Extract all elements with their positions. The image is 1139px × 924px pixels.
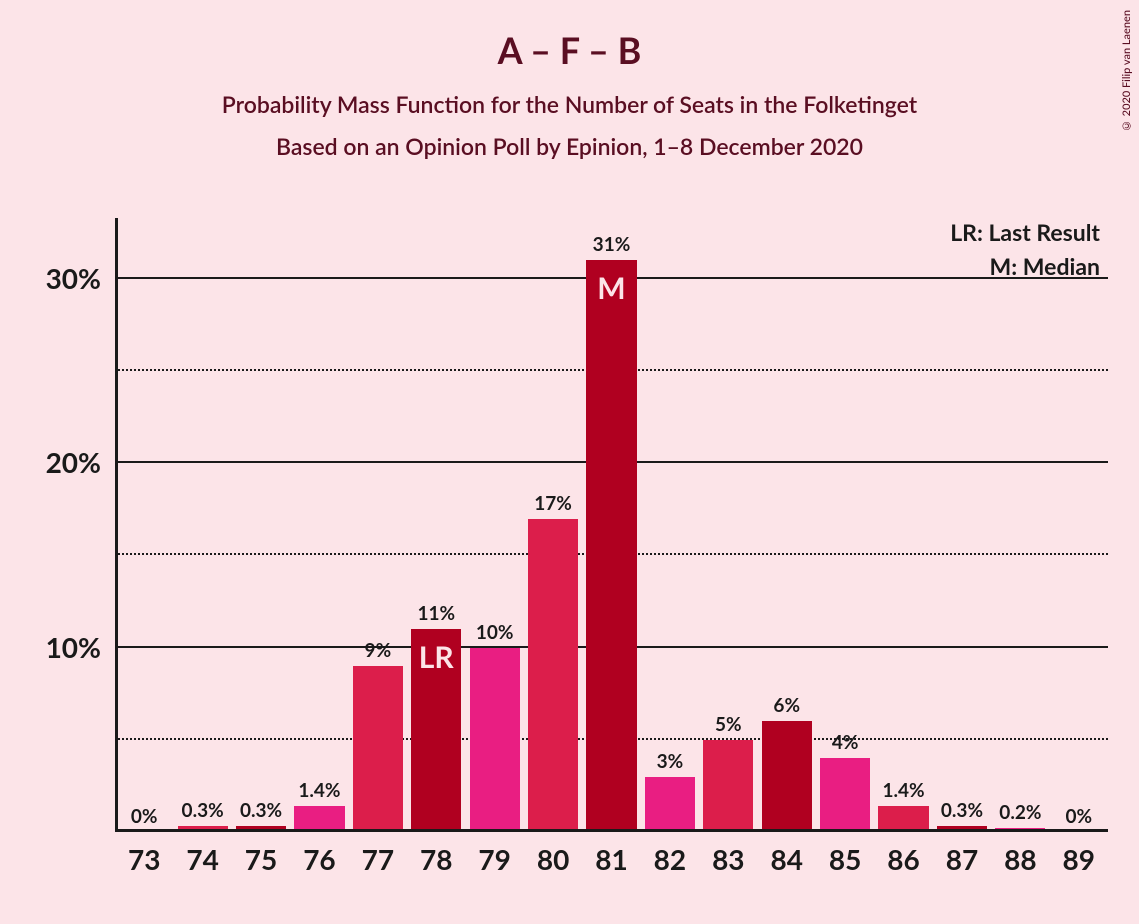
bar: 4%	[820, 758, 870, 832]
bar-value-label: 4%	[820, 731, 870, 754]
y-axis-label: 30%	[11, 261, 101, 295]
bar-marker-label: M	[586, 270, 636, 306]
x-axis-label: 79	[478, 842, 510, 876]
x-axis-label: 89	[1063, 842, 1095, 876]
bar-value-label: 6%	[762, 694, 812, 717]
x-axis-label: 81	[595, 842, 627, 876]
x-axis-label: 77	[362, 842, 394, 876]
bar-value-label: 0.3%	[236, 799, 286, 822]
bar: 5%	[703, 740, 753, 832]
bar-value-label: 0.3%	[178, 799, 228, 822]
bar: 3%	[645, 777, 695, 832]
x-axis-label: 73	[128, 842, 160, 876]
x-axis-label: 76	[303, 842, 335, 876]
bar-value-label: 1.4%	[878, 779, 928, 802]
bar: 11%LR	[411, 629, 461, 832]
x-axis-label: 78	[420, 842, 452, 876]
x-axis-label: 85	[829, 842, 861, 876]
x-axis	[115, 829, 1108, 832]
x-axis-label: 87	[946, 842, 978, 876]
chart-plot-area: 0%0.3%0.3%1.4%9%11%LR10%17%31%M3%5%6%4%1…	[115, 218, 1108, 832]
y-axis	[115, 218, 118, 832]
bar-value-label: 11%	[411, 602, 461, 625]
bar-value-label: 0%	[119, 805, 169, 828]
copyright-text: © 2020 Filip van Laenen	[1120, 10, 1133, 132]
bar-value-label: 0%	[1054, 805, 1104, 828]
bar-value-label: 31%	[586, 233, 636, 256]
bar-value-label: 0.3%	[937, 799, 987, 822]
bar-value-label: 1.4%	[294, 779, 344, 802]
legend-last-result: LR: Last Result	[950, 218, 1100, 246]
legend-median: M: Median	[990, 252, 1100, 280]
x-axis-label: 80	[537, 842, 569, 876]
y-axis-label: 20%	[11, 445, 101, 479]
x-axis-label: 83	[712, 842, 744, 876]
bar-value-label: 10%	[470, 621, 520, 644]
chart-title: A – F – B	[0, 0, 1139, 72]
bar-marker-label: LR	[411, 639, 461, 675]
x-axis-label: 74	[186, 842, 218, 876]
x-axis-label: 75	[245, 842, 277, 876]
y-axis-label: 10%	[11, 630, 101, 664]
bar: 6%	[762, 721, 812, 832]
bar-value-label: 3%	[645, 750, 695, 773]
bar: 17%	[528, 519, 578, 832]
bar-value-label: 5%	[703, 713, 753, 736]
bar-value-label: 0.2%	[995, 801, 1045, 824]
x-axis-label: 84	[770, 842, 802, 876]
x-axis-label: 86	[887, 842, 919, 876]
bar-value-label: 9%	[353, 639, 403, 662]
bar: 31%M	[586, 260, 636, 832]
bar: 10%	[470, 648, 520, 832]
bar-container: 0%0.3%0.3%1.4%9%11%LR10%17%31%M3%5%6%4%1…	[115, 218, 1108, 832]
chart-subtitle-2: Based on an Opinion Poll by Epinion, 1–8…	[0, 132, 1139, 160]
x-axis-label: 82	[654, 842, 686, 876]
bar-value-label: 17%	[528, 492, 578, 515]
bar: 9%	[353, 666, 403, 832]
x-axis-label: 88	[1004, 842, 1036, 876]
chart-subtitle-1: Probability Mass Function for the Number…	[0, 90, 1139, 118]
